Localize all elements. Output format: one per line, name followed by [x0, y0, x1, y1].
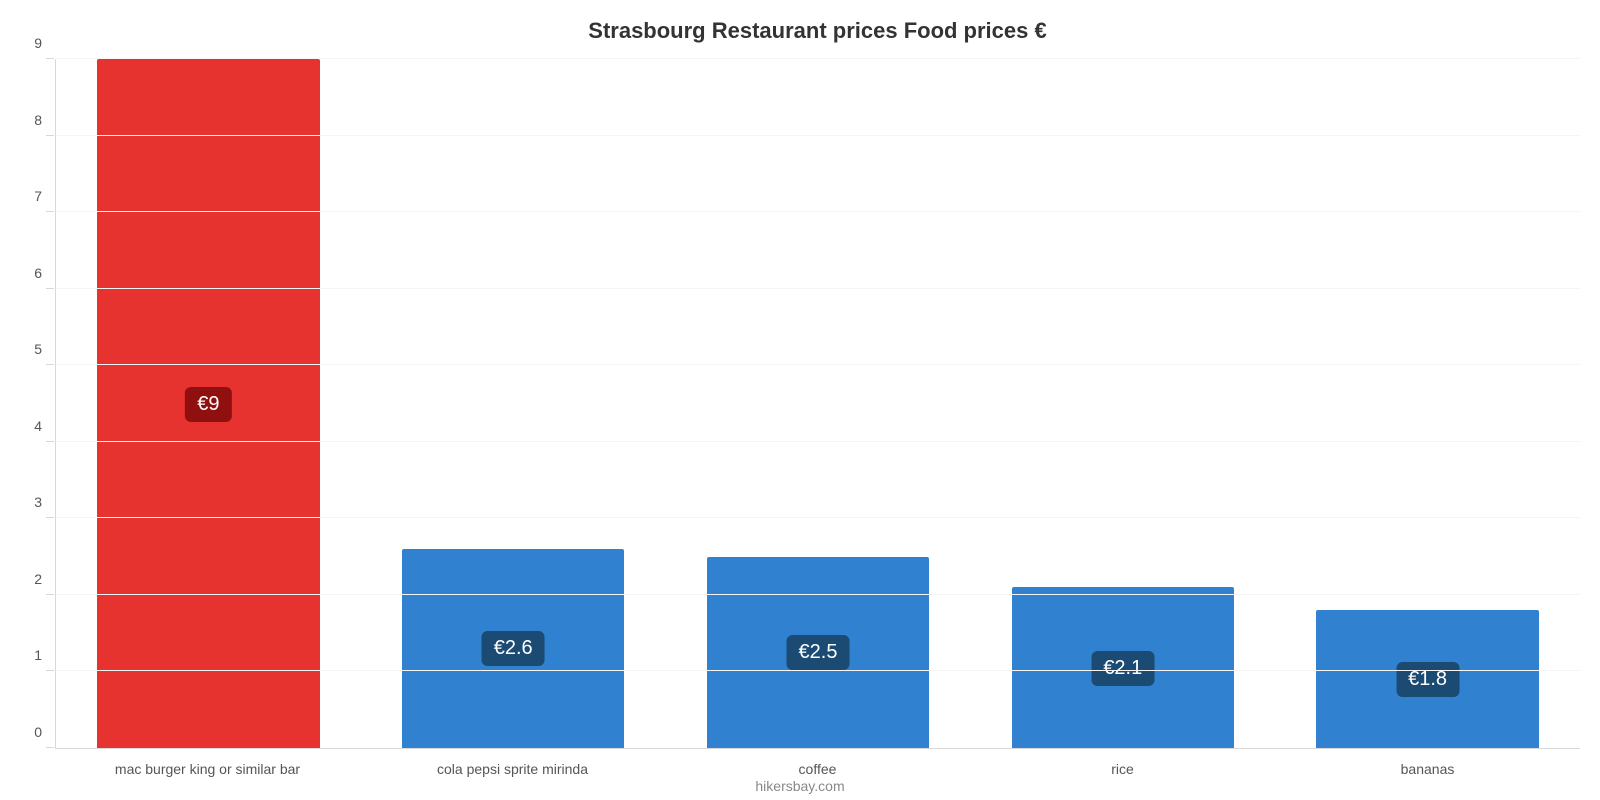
gridline [56, 441, 1580, 442]
bar-value-label: €1.8 [1396, 662, 1459, 697]
y-tick [46, 58, 54, 59]
y-tick-label: 8 [34, 112, 56, 128]
bar-value-label: €2.1 [1091, 651, 1154, 686]
bar-slot: €1.8 [1275, 59, 1580, 748]
y-tick-label: 0 [34, 724, 56, 740]
bar-slot: €9 [56, 59, 361, 748]
y-tick-label: 1 [34, 647, 56, 663]
bar: €9 [97, 59, 320, 748]
bar-value-label: €9 [185, 387, 231, 422]
credit-text: hikersbay.com [0, 778, 1600, 794]
x-axis-label: cola pepsi sprite mirinda [360, 749, 665, 777]
y-tick-label: 6 [34, 265, 56, 281]
x-axis-label: mac burger king or similar bar [55, 749, 360, 777]
x-axis-label: coffee [665, 749, 970, 777]
gridline [56, 58, 1580, 59]
y-tick [46, 288, 54, 289]
x-axis-label: bananas [1275, 749, 1580, 777]
bar-slot: €2.5 [666, 59, 971, 748]
x-axis-label: rice [970, 749, 1275, 777]
y-tick-label: 3 [34, 494, 56, 510]
bar: €2.6 [402, 549, 625, 748]
gridline [56, 135, 1580, 136]
y-tick-label: 4 [34, 418, 56, 434]
bar: €2.1 [1012, 587, 1235, 748]
y-tick-label: 7 [34, 188, 56, 204]
y-tick [46, 594, 54, 595]
chart-container: Strasbourg Restaurant prices Food prices… [0, 0, 1600, 800]
y-tick [46, 364, 54, 365]
y-tick [46, 670, 54, 671]
y-tick-label: 2 [34, 571, 56, 587]
bars-row: €9 €2.6 €2.5 €2.1 €1.8 [56, 59, 1580, 748]
bar-value-label: €2.6 [482, 631, 545, 666]
y-tick [46, 135, 54, 136]
gridline [56, 211, 1580, 212]
bar-slot: €2.6 [361, 59, 666, 748]
y-tick-label: 9 [34, 35, 56, 51]
x-axis-labels: mac burger king or similar barcola pepsi… [55, 749, 1580, 777]
bar: €1.8 [1316, 610, 1539, 748]
gridline [56, 670, 1580, 671]
plot-area: €9€2.6€2.5€2.1€1.8 0123456789 [55, 59, 1580, 749]
y-tick [46, 211, 54, 212]
y-tick-label: 5 [34, 341, 56, 357]
gridline [56, 594, 1580, 595]
gridline [56, 364, 1580, 365]
y-tick [46, 441, 54, 442]
chart-title: Strasbourg Restaurant prices Food prices… [55, 10, 1580, 59]
gridline [56, 517, 1580, 518]
y-tick [46, 747, 54, 748]
y-tick [46, 517, 54, 518]
bar: €2.5 [707, 557, 930, 748]
bar-slot: €2.1 [970, 59, 1275, 748]
gridline [56, 288, 1580, 289]
bar-value-label: €2.5 [787, 635, 850, 670]
